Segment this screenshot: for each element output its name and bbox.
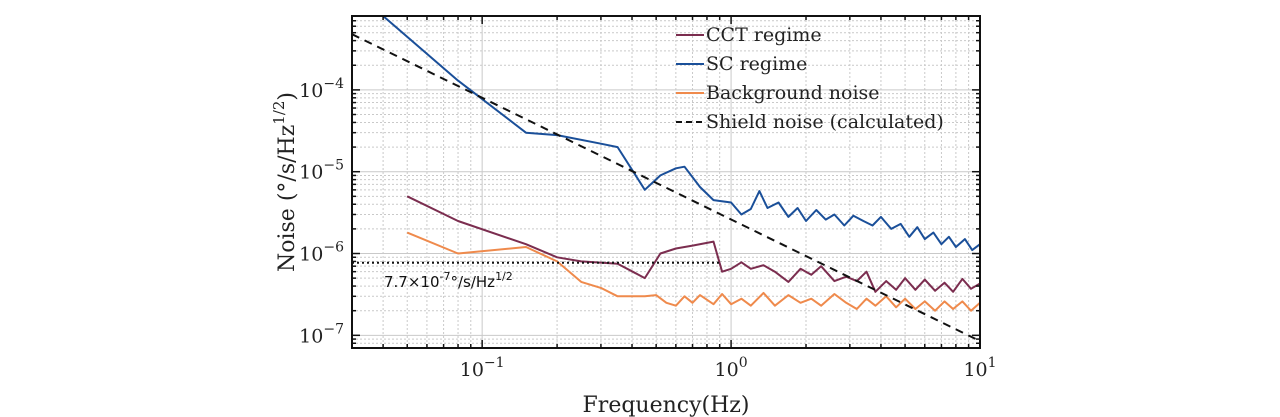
y-axis-label: Noise (°/s/Hz1/2) <box>270 92 300 272</box>
y-tick-label: 10−6 <box>299 240 344 266</box>
y-tick-label: 10−5 <box>299 158 344 184</box>
y-tick-label: 10−7 <box>299 321 344 347</box>
plot-area <box>352 16 980 348</box>
legend-label: Shield noise (calculated) <box>706 111 944 133</box>
plot-background <box>352 16 980 348</box>
series-line-background-noise <box>406 231 980 312</box>
legend-label: Background noise <box>706 82 880 104</box>
plot-frame <box>351 15 981 349</box>
y-tick-label: 10−4 <box>299 76 344 102</box>
x-tick-label: 100 <box>715 355 748 381</box>
legend: CCT regime SC regime Background noise Shiel… <box>676 24 944 133</box>
axes-frame <box>351 15 981 349</box>
series-line-shield-noise-calculated <box>352 33 980 342</box>
series-lines <box>352 16 980 342</box>
series-line-cct-regime <box>406 195 980 293</box>
x-tick-label: 101 <box>963 355 996 381</box>
ticks: 10−1 100 101 10−7 10−6 10−5 10−4 <box>299 15 997 381</box>
x-tick-label: 10−1 <box>460 355 505 381</box>
legend-label: CCT regime <box>706 24 822 46</box>
axis-labels: Frequency(Hz) Noise (°/s/Hz1/2) <box>270 92 749 417</box>
legend-label: SC regime <box>706 53 807 75</box>
reference-line-group: 7.7×10-7°/s/Hz1/2 <box>352 261 720 291</box>
series-line-sc-regime <box>382 16 980 252</box>
x-axis-label: Frequency(Hz) <box>583 393 750 417</box>
reference-label: 7.7×10-7°/s/Hz1/2 <box>384 270 513 291</box>
